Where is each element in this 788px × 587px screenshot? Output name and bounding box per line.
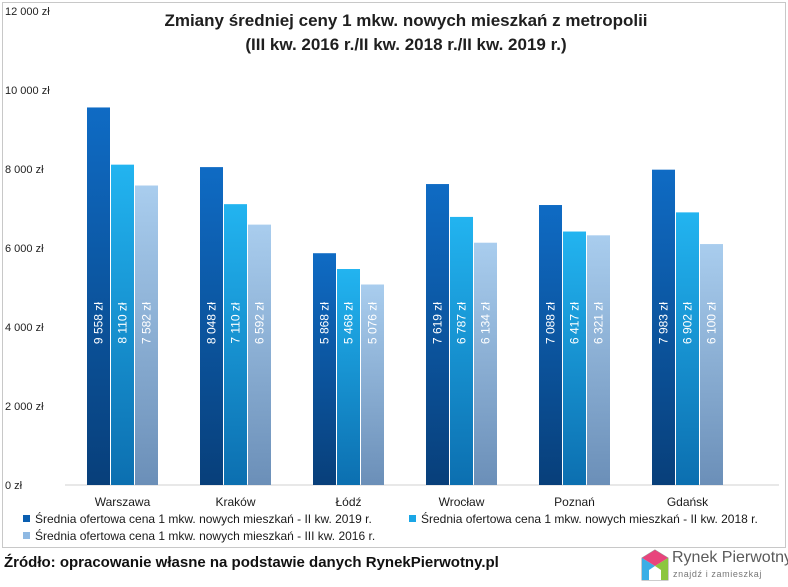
y-tick-label: 8 000 zł [5,164,44,176]
bar [248,224,271,485]
data-label: 7 582 zł [140,302,154,344]
x-tick-label: Łódź [335,495,361,509]
data-label: 7 088 zł [544,302,558,344]
legend-swatch [23,532,30,539]
data-label: 9 558 zł [92,302,106,344]
source-note: Źródło: opracowanie własne na podstawie … [4,554,499,571]
x-tick-label: Poznań [554,495,595,509]
bar [700,244,723,485]
bar [337,269,360,485]
data-label: 7 619 zł [431,302,445,344]
bar [313,253,336,485]
legend-swatch [23,515,30,522]
legend-swatch [409,515,416,522]
bar [563,231,586,485]
data-label: 6 100 zł [705,302,719,344]
data-label: 7 983 zł [657,302,671,344]
bar-chart: Zmiany średniej ceny 1 mkw. nowych miesz… [5,6,779,543]
data-label: 5 076 zł [366,302,380,344]
bar [652,169,675,485]
bar [474,242,497,485]
bar [426,184,449,485]
legend-entry: Średnia ofertowa cena 1 mkw. nowych mies… [35,528,375,543]
y-tick-label: 0 zł [5,480,23,492]
data-label: 6 902 zł [681,302,695,344]
data-label: 6 321 zł [592,302,606,344]
bar [200,167,223,485]
data-label: 5 868 zł [318,302,332,344]
bar [87,107,110,486]
data-label: 6 417 zł [568,302,582,344]
y-tick-label: 4 000 zł [5,322,44,334]
data-label: 6 787 zł [455,302,469,344]
bar [361,284,384,485]
bars: 9 558 zł 8 110 zł 7 582 zł 8 048 zł 7 110 zł… [87,107,723,486]
legend-entry: Średnia ofertowa cena 1 mkw. nowych mies… [35,511,372,526]
bar [224,204,247,485]
bar [676,212,699,485]
x-axis: Warszawa Kraków Łódź Wrocław Poznań Gdańsk [95,495,709,509]
bar [587,235,610,485]
data-label: 6 592 zł [253,302,267,344]
x-tick-label: Wrocław [439,495,485,509]
rynek-pierwotny-logo: Rynek Pierwotny znajdź i zamieszkaj [640,548,788,584]
data-label: 5 468 zł [342,302,356,344]
bar [450,216,473,485]
bar [539,205,562,486]
y-tick-label: 12 000 zł [5,6,50,18]
legend: Średnia ofertowa cena 1 mkw. nowych mies… [23,511,758,543]
chart-frame: Zmiany średniej ceny 1 mkw. nowych miesz… [2,2,786,548]
chart-title-line1: Zmiany średniej ceny 1 mkw. nowych miesz… [164,11,647,30]
data-label: 7 110 zł [229,302,243,343]
x-tick-label: Gdańsk [667,495,709,509]
house-logo-icon [641,549,669,581]
y-tick-label: 2 000 zł [5,401,44,413]
x-tick-label: Kraków [215,495,255,509]
x-tick-label: Warszawa [95,495,151,509]
y-tick-label: 10 000 zł [5,85,50,97]
data-label: 8 110 zł [116,302,130,343]
y-tick-label: 6 000 zł [5,243,44,255]
logo-tagline: znajdź i zamieszkaj [673,569,762,579]
data-label: 6 134 zł [479,302,493,344]
bar [135,185,158,486]
logo-name: Rynek Pierwotny [672,549,788,566]
chart-title-line2: (III kw. 2016 r./II kw. 2018 r./II kw. 2… [245,35,566,54]
data-label: 8 048 zł [205,302,219,344]
bar [111,164,134,485]
legend-entry: Średnia ofertowa cena 1 mkw. nowych mies… [421,511,758,526]
